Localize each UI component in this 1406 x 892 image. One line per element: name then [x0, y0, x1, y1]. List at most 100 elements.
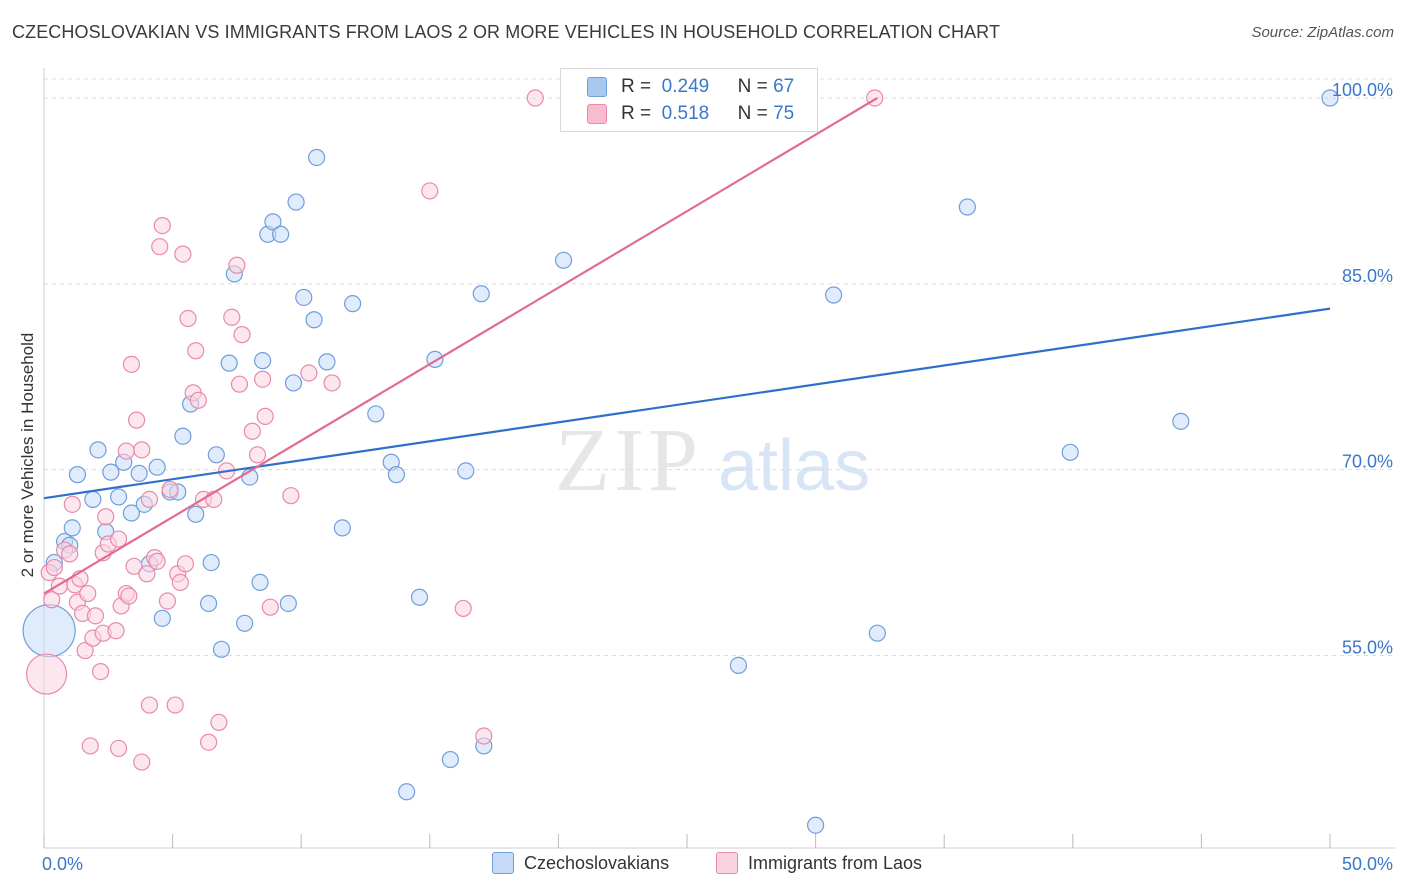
- point-laos: [25, 653, 68, 695]
- point-laos: [189, 391, 207, 409]
- point-czechoslovakians: [472, 285, 490, 303]
- legend-swatch-blue: [492, 852, 514, 874]
- legend-swatch-pink: [587, 104, 607, 124]
- point-laos: [161, 480, 179, 499]
- point-czechoslovakians: [102, 463, 120, 481]
- point-laos: [148, 552, 166, 570]
- stats-legend-row-laos: R = 0.518 N = 75: [587, 102, 794, 126]
- watermark: ZIP atlas: [555, 411, 870, 510]
- point-laos: [138, 565, 156, 583]
- point-czechoslovakians: [264, 213, 282, 231]
- point-czechoslovakians: [187, 505, 205, 523]
- point-czechoslovakians: [130, 464, 148, 482]
- point-czechoslovakians: [236, 614, 254, 632]
- stats-legend: R = 0.249 N = 67 R = 0.518 N = 75: [560, 68, 818, 132]
- point-laos: [120, 587, 138, 605]
- point-czechoslovakians: [200, 594, 218, 613]
- watermark-zip: ZIP: [555, 411, 702, 510]
- point-laos: [61, 545, 79, 563]
- point-czechoslovakians: [441, 750, 459, 769]
- point-czechoslovakians: [1172, 412, 1190, 430]
- axes: [43, 68, 1395, 849]
- point-czechoslovakians: [295, 288, 313, 307]
- point-czechoslovakians: [457, 462, 475, 480]
- point-laos: [526, 89, 544, 107]
- point-laos: [86, 607, 105, 625]
- point-czechoslovakians: [825, 286, 843, 304]
- point-laos: [133, 441, 151, 459]
- point-czechoslovakians: [174, 427, 192, 445]
- point-laos: [243, 422, 261, 440]
- source-note: Source: ZipAtlas.com: [1251, 24, 1394, 41]
- point-laos: [63, 495, 81, 513]
- point-laos: [109, 530, 128, 548]
- gridlines: [44, 78, 1395, 656]
- point-laos: [248, 446, 267, 464]
- trend-line-laos: [43, 97, 878, 595]
- stats-legend-row-czechoslovakians: R = 0.249 N = 67: [587, 75, 794, 99]
- point-czechoslovakians: [729, 656, 748, 675]
- point-laos: [76, 641, 94, 660]
- point-laos: [171, 573, 189, 592]
- y-axis-label: 2 or more Vehicles in Household: [18, 332, 37, 578]
- point-czechoslovakians: [554, 251, 573, 269]
- tick-labels: 55.0% 70.0% 85.0% 100.0% 0.0% 50.0%: [42, 80, 1393, 874]
- legend-item-laos: Immigrants from Laos: [716, 852, 922, 874]
- point-czechoslovakians: [410, 588, 429, 606]
- point-laos: [256, 407, 274, 425]
- point-laos: [475, 727, 493, 745]
- point-czechoslovakians: [202, 553, 220, 572]
- point-czechoslovakians: [122, 504, 141, 522]
- point-laos: [282, 487, 300, 505]
- point-laos: [174, 245, 192, 263]
- point-czechoslovakians: [212, 640, 231, 658]
- legend-item-czechoslovakians: Czechoslovakians: [492, 852, 669, 874]
- point-czechoslovakians: [1321, 89, 1339, 107]
- point-czechoslovakians: [279, 594, 297, 613]
- point-laos: [210, 713, 228, 732]
- point-czechoslovakians: [84, 490, 102, 508]
- point-laos: [81, 737, 99, 755]
- legend-swatch-pink: [716, 852, 738, 874]
- r-value: 0.249: [661, 76, 710, 97]
- legend-label: Immigrants from Laos: [748, 852, 923, 873]
- point-czechoslovakians: [148, 458, 166, 476]
- point-czechoslovakians: [1061, 443, 1079, 461]
- point-czechoslovakians: [68, 466, 87, 484]
- point-czechoslovakians: [398, 783, 416, 801]
- point-laos: [300, 364, 318, 382]
- point-czechoslovakians: [254, 352, 272, 370]
- point-czechoslovakians: [220, 354, 238, 372]
- n-label: N =: [737, 76, 768, 97]
- y-tick-label: 70.0%: [1342, 452, 1393, 472]
- point-laos: [166, 696, 184, 714]
- point-laos: [223, 308, 241, 326]
- point-czechoslovakians: [207, 446, 225, 464]
- point-czechoslovakians: [272, 225, 290, 243]
- chart-title: CZECHOSLOVAKIAN VS IMMIGRANTS FROM LAOS …: [12, 22, 1001, 42]
- point-laos: [91, 663, 110, 681]
- point-laos: [200, 733, 218, 751]
- point-czechoslovakians: [308, 148, 326, 167]
- point-laos: [109, 739, 128, 758]
- point-czechoslovakians: [63, 519, 81, 537]
- n-value: 75: [773, 103, 795, 124]
- point-czechoslovakians: [344, 295, 362, 313]
- point-czechoslovakians: [367, 405, 385, 423]
- point-laos: [176, 555, 195, 573]
- point-czechoslovakians: [868, 624, 886, 642]
- point-laos: [230, 375, 249, 393]
- point-laos: [228, 256, 246, 274]
- point-laos: [79, 584, 97, 603]
- point-czechoslovakians: [284, 374, 303, 392]
- point-laos: [323, 374, 341, 392]
- point-laos: [125, 557, 143, 575]
- point-czechoslovakians: [318, 353, 336, 371]
- y-tick-label: 100.0%: [1332, 80, 1393, 100]
- point-czechoslovakians: [251, 573, 269, 592]
- point-laos: [140, 696, 159, 714]
- point-laos: [43, 591, 61, 609]
- point-laos: [158, 592, 177, 610]
- point-laos: [151, 238, 169, 256]
- point-czechoslovakians: [958, 198, 976, 216]
